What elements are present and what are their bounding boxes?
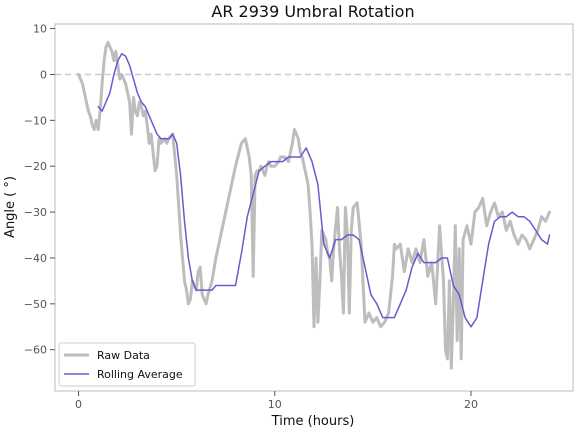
legend-label-rolling-average: Rolling Average [97,368,183,381]
y-tick-label: 10 [33,23,47,36]
y-tick-label: −40 [24,252,47,265]
y-axis-label: Angle ( °) [3,176,18,238]
y-tick-label: −50 [24,298,47,311]
y-tick-label: −30 [24,206,47,219]
legend: Raw Data Rolling Average [59,343,195,386]
y-tick-label: 0 [40,68,47,81]
y-tick-label: −60 [24,344,47,357]
legend-label-raw-data: Raw Data [97,349,150,362]
y-tick-label: −20 [24,160,47,173]
chart-title: AR 2939 Umbral Rotation [211,2,414,21]
x-axis-label: Time (hours) [271,414,355,429]
y-tick-label: −10 [24,114,47,127]
x-tick-label: 10 [268,398,282,411]
x-tick-label: 0 [75,398,82,411]
x-tick-label: 20 [464,398,478,411]
